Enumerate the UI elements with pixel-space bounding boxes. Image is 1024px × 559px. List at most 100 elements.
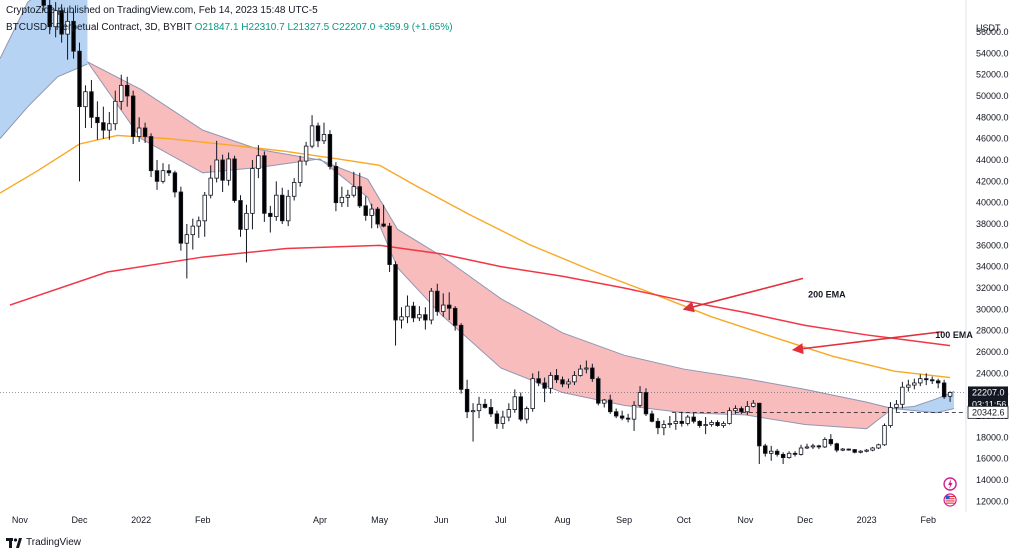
candle-body (357, 186, 362, 207)
x-tick-label: 2023 (857, 515, 877, 525)
candle-body (262, 155, 267, 214)
candle-body (560, 379, 565, 385)
candle-body (274, 194, 279, 217)
candle-body (804, 446, 810, 449)
y-tick-label: 14000.0 (976, 475, 1009, 485)
candle-body (476, 403, 482, 412)
x-tick-label: Apr (313, 515, 327, 525)
candle-body (578, 368, 583, 376)
x-tick-label: Feb (195, 515, 211, 525)
candle-body (113, 100, 118, 125)
y-tick-label: 44000.0 (976, 155, 1009, 165)
candle-body (41, 0, 46, 6)
candle-body (297, 160, 303, 183)
tradingview-logo-icon (6, 537, 22, 548)
candle-body (721, 423, 726, 427)
candle-body (906, 384, 911, 388)
candle-body (524, 408, 529, 420)
candle-body (256, 155, 261, 169)
candle-body (649, 413, 655, 422)
candle-body (47, 4, 52, 28)
candle-body (399, 316, 404, 321)
cloud-bull-early-upper (0, 0, 32, 59)
y-tick-label: 40000.0 (976, 198, 1009, 208)
annotation-arrow (682, 277, 804, 313)
candle-body (888, 407, 893, 427)
candle-body (387, 225, 392, 265)
candle-body (673, 420, 679, 424)
candle-body (160, 170, 166, 182)
candle-body (763, 445, 768, 454)
y-tick-label: 24000.0 (976, 368, 1009, 378)
candle-body (363, 205, 368, 216)
y-tick-label: 42000.0 (976, 176, 1009, 186)
candle-body (452, 307, 458, 326)
candle-body (286, 195, 291, 222)
candle-body (822, 439, 828, 448)
x-tick-label: May (371, 515, 389, 525)
flag-stripe (945, 498, 955, 500)
candle-body (935, 380, 941, 384)
ohlc-values: O21847.1 H22310.7 L21327.5 C22207.0 +359… (194, 22, 453, 33)
candle-body (518, 396, 523, 420)
y-tick-label: 54000.0 (976, 48, 1009, 58)
candle-body (512, 396, 518, 410)
candle-body (89, 91, 94, 118)
candle-body (154, 170, 160, 182)
candle-body (393, 264, 398, 321)
candle-body (584, 367, 589, 370)
y-tick-label: 48000.0 (976, 112, 1009, 122)
price-label: 03:11:56 (972, 399, 1006, 409)
candle-body (95, 116, 100, 124)
y-tick-label: 26000.0 (976, 347, 1009, 357)
cloud-bear-fill (87, 61, 893, 429)
candle-body (548, 375, 553, 389)
cloud-bear-upper (87, 61, 893, 410)
candle-body (136, 127, 142, 137)
candle-body (733, 408, 738, 412)
y-tick-label: 50000.0 (976, 91, 1009, 101)
flag-stripe (945, 500, 955, 502)
candle-body (238, 200, 243, 230)
y-tick-label: 56000.0 (976, 27, 1009, 37)
y-tick-label: 36000.0 (976, 240, 1009, 250)
candle-body (208, 177, 213, 196)
candle-body (196, 220, 201, 227)
candle-body (369, 208, 374, 216)
candle-body (119, 84, 124, 102)
symbol-line: BTCUSDT Perpetual Contract, 3D, BYBIT O2… (6, 22, 453, 33)
candle-body (250, 168, 255, 214)
tradingview-footer[interactable]: TradingView (6, 537, 81, 548)
y-tick-label: 18000.0 (976, 432, 1009, 442)
candle-body (912, 382, 917, 386)
candle-body (303, 145, 309, 162)
candle-body (631, 404, 637, 420)
x-tick-label: Nov (12, 515, 29, 525)
candle-body (65, 20, 70, 35)
candle-body (345, 194, 351, 198)
candle-body (757, 402, 762, 447)
candle-body (894, 403, 899, 408)
candle-body (53, 10, 58, 28)
candle-body (202, 194, 207, 222)
candle-body (786, 452, 792, 459)
candle-body (291, 181, 297, 197)
candle-body (816, 445, 822, 448)
x-tick-label: Jun (434, 515, 449, 525)
x-tick-label: Oct (677, 515, 692, 525)
candle-body (429, 290, 434, 321)
candle-body (536, 378, 541, 384)
candle-body (327, 133, 333, 167)
candle-body (792, 452, 798, 455)
x-tick-label: Nov (737, 515, 754, 525)
candle-body (244, 212, 249, 230)
candle-body (882, 425, 887, 446)
x-tick-label: Feb (920, 515, 936, 525)
annotation-arrow (791, 330, 943, 355)
y-tick-label: 38000.0 (976, 219, 1009, 229)
candle-body (184, 234, 190, 244)
candle-body (77, 50, 82, 108)
candle-body (315, 125, 321, 142)
candle-body (774, 450, 780, 455)
